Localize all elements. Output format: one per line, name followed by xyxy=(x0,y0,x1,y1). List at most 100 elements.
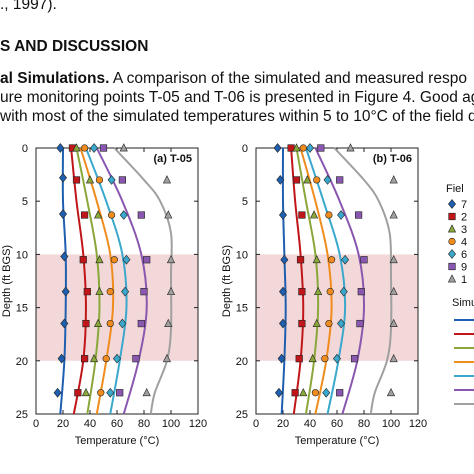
legend-field-marker xyxy=(447,274,457,283)
field-point-series-1 xyxy=(59,172,67,183)
field-point-series-4 xyxy=(321,355,329,363)
legend-field-title: Fiel xyxy=(446,183,464,195)
field-point-series-4 xyxy=(325,319,333,328)
x-axis-label: Temperature (°C) xyxy=(75,435,159,447)
field-point-series-1 xyxy=(61,286,70,297)
field-point-series-1 xyxy=(279,318,287,329)
field-point-series-5 xyxy=(121,286,130,297)
field-point-series-1 xyxy=(277,353,286,364)
field-point-series-1 xyxy=(59,209,67,219)
field-point-series-1 xyxy=(60,318,69,329)
y-axis-label: Depth (ft BGS) xyxy=(221,245,233,317)
field-point-series-4 xyxy=(97,389,105,397)
field-point-series-5 xyxy=(119,210,128,220)
y-tick-label: 20 xyxy=(236,356,248,368)
field-point-series-4 xyxy=(107,211,116,219)
panel-a: 0 20 40 60 80 100 120 0 5 10 15 20 25 Temperature (°C… xyxy=(1,143,207,447)
field-point-series-4 xyxy=(326,288,334,296)
field-point-series-6 xyxy=(118,176,126,184)
y-tick-label: 10 xyxy=(16,249,28,261)
legend-field-label: 9 xyxy=(461,262,467,274)
field-point-series-2 xyxy=(81,355,89,363)
simulated-curve-1 xyxy=(280,147,287,415)
x-tick-label: 120 xyxy=(189,418,207,430)
legend-field-marker xyxy=(448,199,456,209)
field-point-series-1 xyxy=(276,175,285,185)
field-point-series-7 xyxy=(164,318,173,327)
y-tick-label: 25 xyxy=(236,409,248,421)
preceding-text-line: ., 1997). xyxy=(0,0,57,13)
field-point-series-6 xyxy=(317,144,325,152)
x-tick-label: 100 xyxy=(382,418,400,430)
field-point-series-5 xyxy=(113,353,121,364)
legend-field-label: 2 xyxy=(461,212,467,224)
field-point-series-4 xyxy=(102,355,110,363)
field-point-series-7 xyxy=(386,387,396,397)
field-point-series-1 xyxy=(274,387,283,398)
simulated-curve-7 xyxy=(333,147,393,415)
field-point-series-6 xyxy=(99,144,108,152)
y-tick-label: 20 xyxy=(16,356,28,368)
field-point-series-3 xyxy=(308,353,317,363)
field-point-series-3 xyxy=(312,318,321,327)
panel-label: (b) T-06 xyxy=(373,153,412,165)
field-point-series-1 xyxy=(279,286,287,297)
x-tick-label: 60 xyxy=(331,418,343,430)
y-tick-label: 15 xyxy=(236,303,248,315)
field-point-series-6 xyxy=(140,288,148,296)
legend-field-label: 3 xyxy=(461,224,467,236)
field-point-series-2 xyxy=(291,389,299,397)
field-point-series-2 xyxy=(83,288,91,296)
field-point-series-4 xyxy=(80,144,89,152)
field-point-series-6 xyxy=(350,355,359,363)
field-point-series-6 xyxy=(360,256,368,264)
x-tick-label: 40 xyxy=(304,418,316,430)
field-point-series-2 xyxy=(298,319,306,328)
field-point-series-7 xyxy=(389,318,398,327)
field-point-series-3 xyxy=(292,143,301,152)
field-point-series-3 xyxy=(299,387,308,397)
x-tick-label: 20 xyxy=(57,418,69,430)
y-tick-label: 25 xyxy=(16,409,28,421)
field-point-series-7 xyxy=(164,210,173,219)
paragraph-line-2: ure monitoring points T-05 and T-06 is p… xyxy=(0,89,474,106)
field-point-series-6 xyxy=(354,211,363,219)
field-point-series-4 xyxy=(95,176,104,184)
field-point-series-7 xyxy=(346,143,355,152)
field-point-series-3 xyxy=(314,286,323,296)
field-point-series-4 xyxy=(106,319,114,328)
field-point-series-2 xyxy=(295,355,303,363)
field-point-series-2 xyxy=(82,319,90,328)
simulated-curve-4 xyxy=(79,147,115,415)
legend-sim-title: Simu xyxy=(452,297,474,309)
panel-label: (a) T-05 xyxy=(153,153,192,165)
field-point-series-7 xyxy=(142,387,151,397)
legend-field-label: 4 xyxy=(461,237,467,249)
field-point-series-6 xyxy=(356,319,364,328)
simulated-curve-2 xyxy=(290,147,305,415)
field-point-series-5 xyxy=(333,353,341,364)
paragraph-line-1: al Simulations. A comparison of the simu… xyxy=(0,70,467,88)
y-tick-label: 0 xyxy=(22,143,28,155)
y-tick-label: 5 xyxy=(22,196,28,208)
legend-field-marker xyxy=(447,224,457,233)
simulated-curve-2 xyxy=(70,147,87,415)
field-point-series-7 xyxy=(166,286,176,296)
field-point-series-6 xyxy=(137,319,145,328)
paragraph-bold-lead: al Simulations. xyxy=(0,70,110,87)
x-tick-label: 80 xyxy=(358,418,370,430)
field-point-series-4 xyxy=(110,256,118,264)
field-point-series-7 xyxy=(162,175,172,184)
section-heading: S AND DISCUSSION xyxy=(0,38,149,55)
field-point-series-2 xyxy=(72,176,81,184)
field-point-series-5 xyxy=(118,318,127,329)
x-tick-label: 80 xyxy=(138,418,150,430)
legend-field-label: 6 xyxy=(461,249,467,261)
field-point-series-3 xyxy=(94,318,103,327)
panel-b: 0 20 40 60 80 100 120 0 5 10 15 20 25 Temperature (°C… xyxy=(221,143,427,447)
simulated-curve-3 xyxy=(75,147,101,415)
field-point-series-4 xyxy=(106,288,114,296)
field-point-series-3 xyxy=(303,175,312,184)
field-point-series-2 xyxy=(81,211,89,219)
